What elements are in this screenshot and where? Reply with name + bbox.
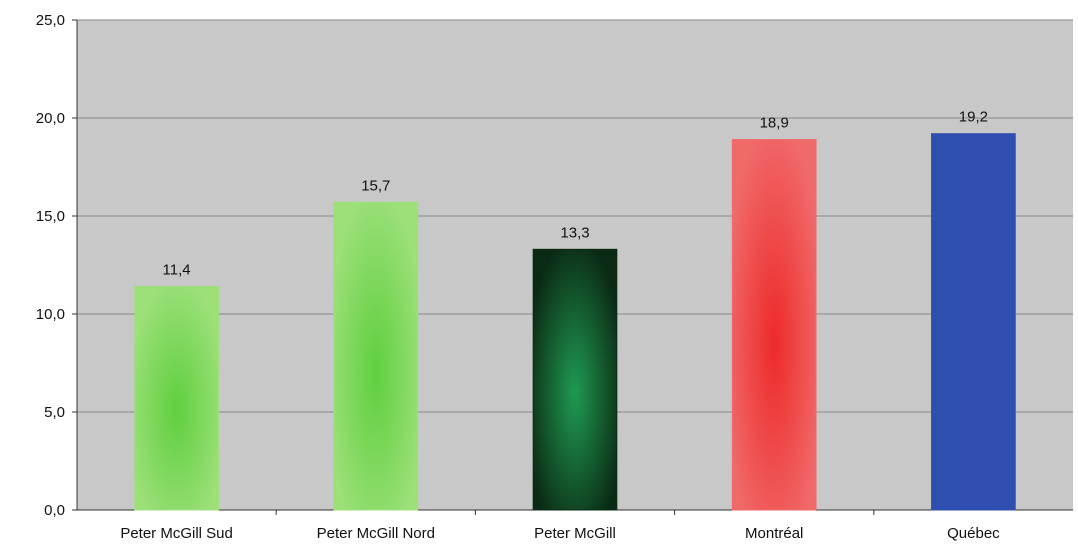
bar bbox=[532, 248, 618, 511]
bar bbox=[931, 133, 1016, 511]
data-label: 19,2 bbox=[959, 109, 988, 126]
bar bbox=[333, 201, 419, 511]
y-tick-label: 0,0 bbox=[44, 502, 65, 519]
category-labels: Peter McGill Sud Peter McGill Nord Peter M… bbox=[120, 525, 1000, 542]
x-category-label: Peter McGill Sud bbox=[120, 525, 233, 542]
data-label: 13,3 bbox=[560, 224, 589, 241]
y-tick-label: 20,0 bbox=[36, 110, 65, 127]
y-tick-label: 25,0 bbox=[36, 12, 65, 29]
x-category-label: Peter McGill Nord bbox=[317, 525, 435, 542]
bar bbox=[134, 286, 219, 511]
y-tick-label: 5,0 bbox=[44, 404, 65, 421]
x-category-label: Peter McGill bbox=[534, 525, 616, 542]
x-category-label: Québec bbox=[947, 525, 1000, 542]
y-tick-labels: 0,0 5,0 10,0 15,0 20,0 25,0 bbox=[36, 12, 65, 519]
bars bbox=[134, 133, 1016, 511]
bar bbox=[731, 139, 817, 511]
y-tick-label: 10,0 bbox=[36, 306, 65, 323]
y-tick-label: 15,0 bbox=[36, 208, 65, 225]
data-label: 18,9 bbox=[760, 115, 789, 132]
data-labels: 11,4 15,7 13,3 18,9 19,2 bbox=[163, 109, 988, 279]
data-label: 11,4 bbox=[163, 262, 191, 279]
data-label: 15,7 bbox=[361, 177, 390, 194]
x-category-label: Montréal bbox=[745, 525, 803, 542]
